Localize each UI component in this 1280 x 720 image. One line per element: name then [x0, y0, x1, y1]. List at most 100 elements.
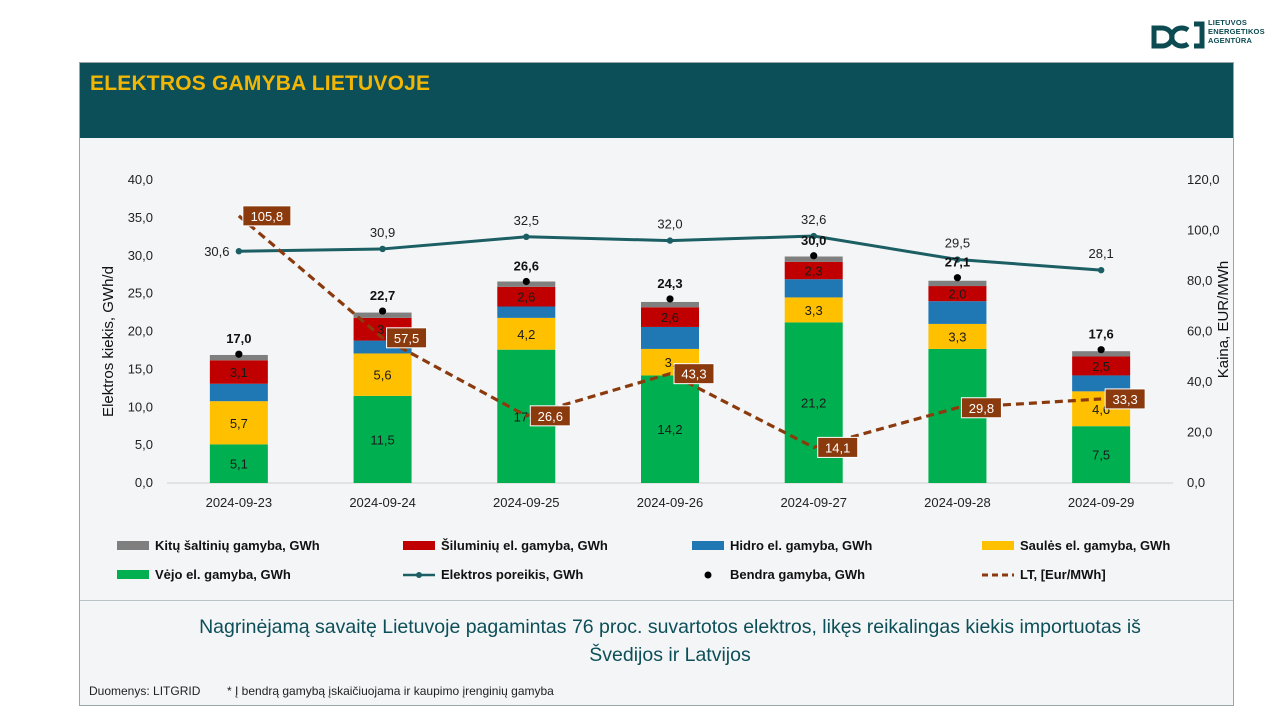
demand-label: 30,6	[204, 244, 229, 259]
y2-tick-label: 20,0	[1187, 425, 1212, 440]
x-tick-label: 2024-09-24	[349, 495, 416, 510]
y2-tick-label: 80,0	[1187, 273, 1212, 288]
y-tick-label: 40,0	[128, 172, 153, 187]
demand-point	[379, 245, 386, 253]
bar-segment-1	[497, 317, 556, 350]
bar-segment-0	[209, 444, 268, 483]
x-tick-label: 2024-09-26	[637, 495, 704, 510]
demand-point	[954, 256, 961, 263]
total-label: 17,6	[1088, 327, 1113, 342]
bar-segment-4	[928, 280, 987, 287]
bar-value-label: 2,6	[661, 310, 679, 325]
total-label: 27,1	[945, 255, 970, 270]
demand-label: 28,1	[1088, 246, 1113, 261]
demand-point	[1097, 266, 1105, 274]
price-label: 105,8	[251, 209, 284, 224]
y2-tick-label: 60,0	[1187, 324, 1212, 339]
legend-item-hydro: Hidro el. gamyba, GWh	[692, 538, 872, 553]
demand-label: 30,9	[370, 225, 395, 240]
price-label-box	[817, 436, 859, 458]
price-label: 33,3	[1112, 392, 1137, 407]
bar-segment-3	[784, 261, 843, 280]
total-label: 26,6	[514, 259, 539, 274]
price-line	[237, 214, 1102, 450]
chart-area: 0,0 5,0 10,0 15,0 20,0 25,0 30,0 35,0 40,0 0,0 20,…	[80, 138, 1233, 600]
bar-value-label: 7,5	[1092, 448, 1110, 463]
price-label: 29,8	[969, 401, 994, 416]
bar-segment-2	[497, 306, 556, 318]
bar-value-label: 3,	[665, 355, 676, 370]
y-tick-label: 25,0	[128, 286, 153, 301]
y-tick-label: 30,0	[128, 248, 153, 263]
y-tick-label: 10,0	[128, 399, 153, 414]
x-tick-label: 2024-09-29	[1068, 495, 1135, 510]
chart-legend: Kitų šaltinių gamyba, GWh Šiluminių el. …	[80, 530, 1233, 590]
y2-tick-label: 100,0	[1187, 223, 1220, 238]
x-tick-label: 2024-09-23	[206, 495, 273, 510]
y2-tick-label: 120,0	[1187, 172, 1220, 187]
bar-value-label: 2,3	[805, 264, 823, 279]
demand-point	[235, 248, 243, 255]
bar-segment-3	[641, 307, 699, 327]
footnote: * Į bendrą gamybą įskaičiuojama ir kaupi…	[227, 684, 554, 698]
price-label-box	[960, 397, 1002, 419]
bar-segment-3	[1072, 356, 1131, 376]
total-point	[666, 295, 674, 303]
bar-value-label: 5,7	[230, 416, 248, 431]
total-point	[953, 274, 962, 282]
bar-value-label: 5,1	[230, 457, 248, 472]
logo-line-2: ENERGETIKOS	[1208, 27, 1265, 36]
bar-value-label: 21,2	[801, 396, 826, 411]
bar-segment-2	[784, 279, 843, 298]
legend-swatch-solar	[982, 541, 1014, 550]
demand-label: 32,5	[514, 213, 539, 228]
demand-label: 32,0	[657, 217, 682, 232]
total-point	[378, 307, 387, 315]
legend-swatch-wind	[117, 570, 149, 579]
bar-value-label: 3,3	[948, 329, 966, 344]
price-label: 43,3	[681, 367, 706, 382]
legend-label-price: LT, [Eur/MWh]	[1020, 567, 1106, 582]
bar-value-label: 2,0	[948, 287, 966, 302]
bar-segment-2	[928, 301, 987, 324]
y-tick-label: 5,0	[135, 437, 153, 452]
bar-segment-3	[497, 286, 556, 307]
y2-tick-label: 0,0	[1187, 475, 1205, 490]
lea-logo: LIETUVOS ENERGETIKOS AGENTŪRA	[1150, 16, 1280, 56]
bar-segment-3	[928, 286, 987, 302]
bar-value-label: 2,5	[1092, 359, 1110, 374]
bar-value-label: 4,2	[517, 327, 535, 342]
price-label: 57,5	[394, 331, 419, 346]
demand-label: 29,5	[945, 236, 970, 251]
y-tick-label: 20,0	[128, 324, 153, 339]
legend-item-total: Bendra gamyba, GWh	[692, 567, 865, 582]
conclusion-line-2: Švedijos ir Latvijos	[589, 644, 751, 666]
legend-swatch-hydro	[692, 541, 724, 550]
price-label-box	[529, 405, 571, 427]
legend-item-wind: Vėjo el. gamyba, GWh	[117, 567, 291, 582]
total-label: 30,0	[801, 233, 826, 248]
bar-segment-1	[353, 353, 412, 396]
legend-label-total: Bendra gamyba, GWh	[730, 567, 866, 582]
page-title: ELEKTROS GAMYBA LIETUVOJE	[90, 72, 431, 95]
bar-segment-2	[641, 326, 699, 349]
lea-logo-icon	[1151, 21, 1205, 49]
conclusion-line-1: Nagrinėjamą savaitę Lietuvoje pagamintas…	[199, 616, 1141, 638]
demand-label: 32,6	[801, 212, 826, 227]
bar-segment-4	[353, 312, 412, 318]
logo-text: LIETUVOS ENERGETIKOS AGENTŪRA	[1208, 18, 1278, 45]
conclusion-text: Nagrinėjamą savaitę Lietuvoje pagamintas…	[110, 613, 1230, 669]
conclusion-divider	[80, 600, 1233, 601]
legend-label-hydro: Hidro el. gamyba, GWh	[730, 538, 873, 553]
legend-marker-demand	[403, 571, 435, 578]
y-tick-label: 35,0	[128, 210, 153, 225]
price-label-box	[386, 327, 428, 349]
bar-segment-2	[209, 383, 268, 402]
price-label-box	[1104, 388, 1146, 410]
bar-segment-0	[353, 395, 412, 483]
price-label-box	[673, 363, 715, 385]
total-label: 22,7	[370, 288, 395, 303]
total-point	[522, 277, 530, 286]
legend-item-solar: Saulės el. gamyba, GWh	[982, 538, 1170, 553]
bar-segment-1	[784, 297, 843, 323]
